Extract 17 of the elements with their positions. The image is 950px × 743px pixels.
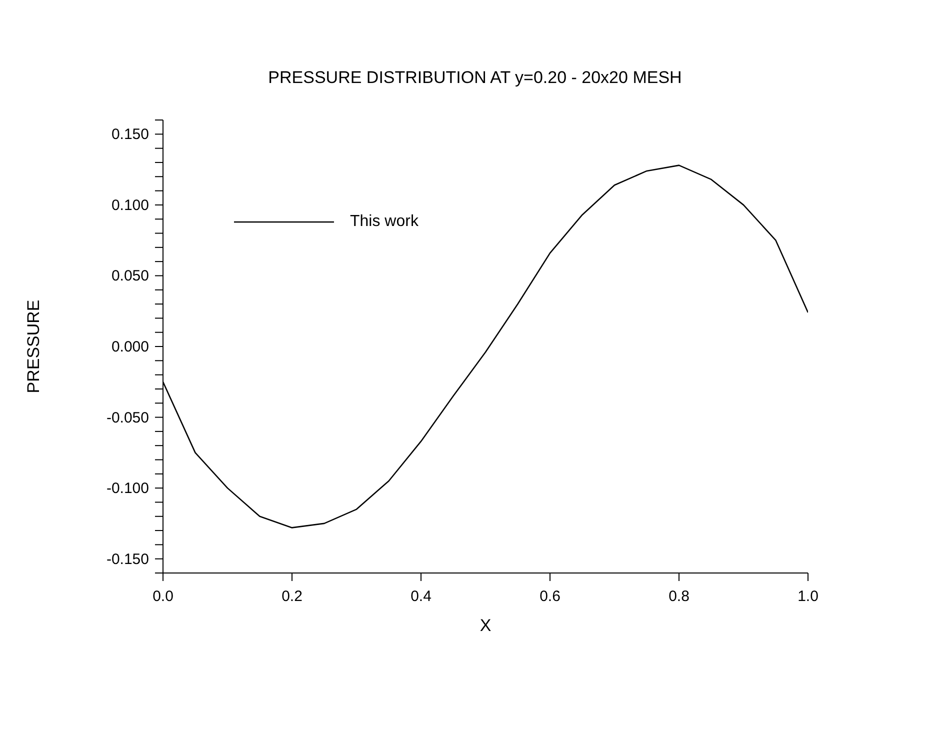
x-tick-label: 0.8 — [668, 588, 690, 605]
x-tick-label: 0.2 — [282, 588, 302, 605]
y-tick-label: 0.100 — [111, 196, 149, 214]
y-axis-title: PRESSURE — [24, 300, 44, 394]
y-tick-label: -0.100 — [106, 480, 149, 498]
y-tick-label: -0.150 — [106, 550, 149, 568]
x-axis-title: X — [480, 616, 492, 635]
x-tick-label: 0.4 — [410, 588, 432, 605]
x-tick-label: 1.0 — [798, 588, 818, 605]
chart-title: PRESSURE DISTRIBUTION AT y=0.20 - 20x20 MESH — [267, 68, 683, 88]
y-tick-label: -0.050 — [106, 409, 149, 426]
y-tick-label: 0.150 — [111, 126, 149, 144]
y-tick-label: 0.050 — [111, 268, 149, 285]
x-tick-label: 0.6 — [540, 588, 560, 605]
x-tick-label: 0.0 — [152, 588, 174, 605]
y-tick-label: 0.000 — [111, 338, 149, 356]
text: This work — [350, 213, 418, 231]
